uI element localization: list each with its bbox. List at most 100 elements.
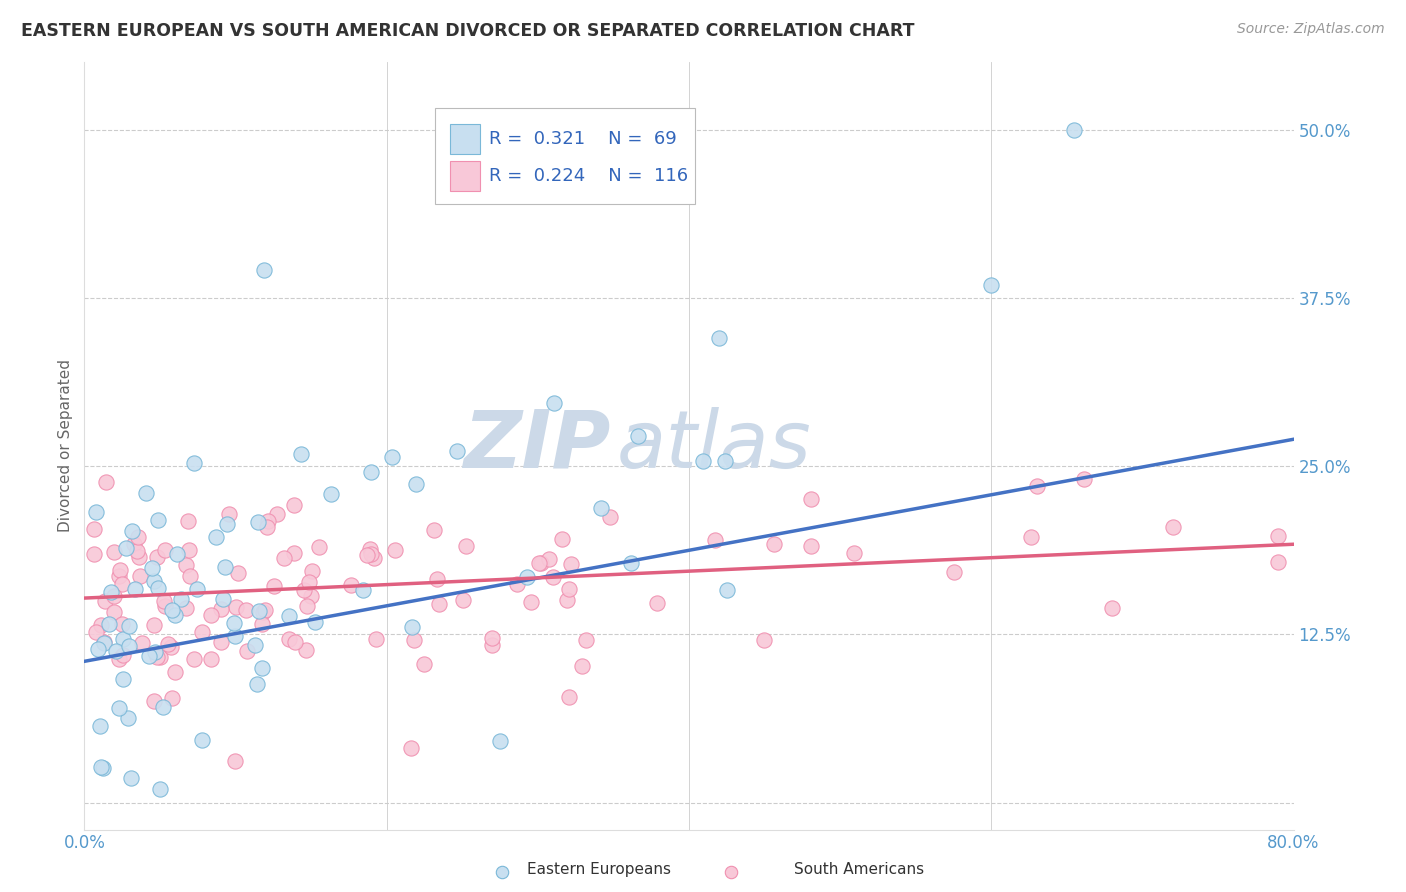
Point [186,582,208,596]
Point [111,576,134,591]
Point [111,617,134,632]
Point [543,396,565,410]
Point [308,540,330,554]
Point [93,636,115,650]
Point [235,603,257,617]
Point [214,560,236,574]
Point [111,632,134,647]
Point [179,568,201,582]
Point [103,589,125,603]
Point [209,602,232,616]
Point [93,635,115,649]
Point [1161,520,1184,534]
Point [943,565,966,579]
Point [104,643,127,657]
Point [87,641,110,656]
Point [516,570,538,584]
Point [111,648,134,662]
Point [703,533,725,547]
Point [107,652,129,666]
Point [599,510,621,524]
Text: South Americans: South Americans [794,863,925,877]
Text: atlas: atlas [616,407,811,485]
Point [174,558,197,572]
Point [253,603,276,617]
Point [589,500,612,515]
Point [152,699,174,714]
Point [127,544,149,558]
Point [401,620,423,634]
Point [405,476,427,491]
Point [153,599,176,614]
Point [256,519,278,533]
Point [340,578,363,592]
Point [205,530,228,544]
Point [319,487,342,501]
Point [108,563,131,577]
Point [191,733,214,747]
Point [266,508,288,522]
Point [363,550,385,565]
Point [183,651,205,665]
Point [121,524,143,539]
Y-axis label: Divorced or Separated: Divorced or Separated [58,359,73,533]
Point [118,639,141,653]
Point [142,617,165,632]
Point [100,585,122,599]
Point [200,651,222,665]
Point [252,263,274,277]
Point [402,632,425,647]
Point [1025,479,1047,493]
Point [84,624,107,639]
Point [882,870,904,884]
Point [108,569,131,583]
Point [360,547,382,561]
Point [1073,472,1095,486]
Point [401,741,423,756]
Text: Source: ZipAtlas.com: Source: ZipAtlas.com [1237,22,1385,37]
Point [209,635,232,649]
Point [111,672,134,686]
Point [842,546,865,560]
Point [692,453,714,467]
Point [114,541,136,555]
Point [595,870,617,884]
Text: EASTERN EUROPEAN VS SOUTH AMERICAN DIVORCED OR SEPARATED CORRELATION CHART: EASTERN EUROPEAN VS SOUTH AMERICAN DIVOR… [21,22,914,40]
Point [295,643,318,657]
Point [356,548,378,562]
Point [103,605,125,619]
Point [146,582,169,596]
Point [366,632,388,646]
Point [166,547,188,561]
Point [571,659,593,673]
Point [89,719,111,733]
Point [557,582,579,596]
Point [183,456,205,470]
Point [149,650,172,665]
Bar [450,124,479,154]
Point [160,603,183,617]
Point [645,596,668,610]
Point [146,513,169,527]
Point [427,597,450,611]
Point [1019,530,1042,544]
Point [481,632,503,646]
Point [138,648,160,663]
Point [284,634,307,648]
Point [453,593,475,607]
Point [489,733,512,747]
Point [129,569,152,583]
Point [243,639,266,653]
Point [620,556,643,570]
Point [555,592,578,607]
Bar [450,161,479,191]
Point [352,582,374,597]
Point [153,543,176,558]
Point [519,595,541,609]
Point [454,539,477,553]
Point [122,536,145,550]
Point [384,542,406,557]
Point [359,542,381,557]
Point [90,618,112,632]
Point [506,577,529,591]
